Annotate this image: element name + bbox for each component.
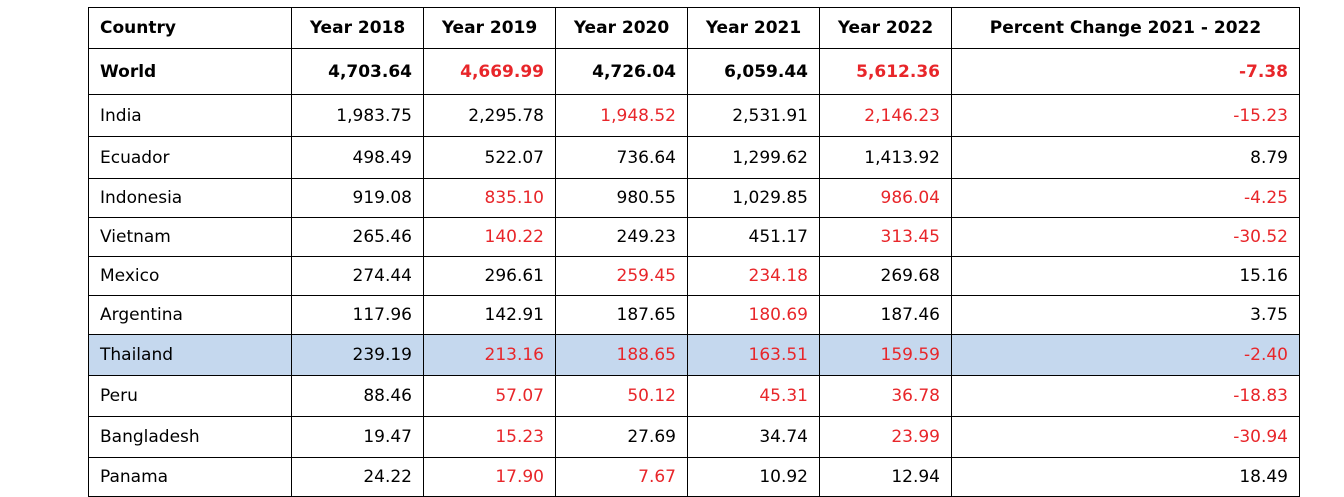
percent-change-cell: 15.16	[951, 256, 1300, 296]
value-cell: 50.12	[555, 375, 688, 417]
value-cell: 159.59	[819, 334, 952, 376]
country-cell: Ecuador	[88, 136, 292, 179]
value-cell: 117.96	[291, 295, 424, 335]
value-cell: 188.65	[555, 334, 688, 376]
country-cell: India	[88, 94, 292, 137]
percent-change-cell: 3.75	[951, 295, 1300, 335]
value-cell: 296.61	[423, 256, 556, 296]
value-cell: 6,059.44	[687, 48, 820, 95]
table-row-vietnam: Vietnam 265.46 140.22 249.23 451.17 313.…	[88, 217, 1300, 257]
country-cell: Thailand	[88, 334, 292, 376]
value-cell: 259.45	[555, 256, 688, 296]
value-cell: 736.64	[555, 136, 688, 179]
header-percent-change: Percent Change 2021 - 2022	[951, 7, 1300, 49]
value-cell: 180.69	[687, 295, 820, 335]
header-row: Country Year 2018 Year 2019 Year 2020 Ye…	[88, 7, 1300, 49]
table-row-world: World 4,703.64 4,669.99 4,726.04 6,059.4…	[88, 48, 1300, 95]
value-cell: 88.46	[291, 375, 424, 417]
export-data-table: Country Year 2018 Year 2019 Year 2020 Ye…	[88, 7, 1300, 497]
value-cell: 451.17	[687, 217, 820, 257]
value-cell: 1,299.62	[687, 136, 820, 179]
value-cell: 19.47	[291, 416, 424, 458]
value-cell: 1,983.75	[291, 94, 424, 137]
percent-change-cell: -7.38	[951, 48, 1300, 95]
value-cell: 265.46	[291, 217, 424, 257]
value-cell: 15.23	[423, 416, 556, 458]
value-cell: 23.99	[819, 416, 952, 458]
country-cell: Indonesia	[88, 178, 292, 218]
table-row-peru: Peru 88.46 57.07 50.12 45.31 36.78 -18.8…	[88, 375, 1300, 417]
table-row-india: India 1,983.75 2,295.78 1,948.52 2,531.9…	[88, 94, 1300, 137]
header-year-2020: Year 2020	[555, 7, 688, 49]
value-cell: 142.91	[423, 295, 556, 335]
table-row-argentina: Argentina 117.96 142.91 187.65 180.69 18…	[88, 295, 1300, 335]
country-cell: Panama	[88, 457, 292, 497]
table-row-thailand: Thailand 239.19 213.16 188.65 163.51 159…	[88, 334, 1300, 376]
percent-change-cell: 8.79	[951, 136, 1300, 179]
percent-change-cell: -30.52	[951, 217, 1300, 257]
country-cell: Mexico	[88, 256, 292, 296]
country-cell: Argentina	[88, 295, 292, 335]
percent-change-cell: 18.49	[951, 457, 1300, 497]
value-cell: 2,295.78	[423, 94, 556, 137]
value-cell: 274.44	[291, 256, 424, 296]
value-cell: 269.68	[819, 256, 952, 296]
value-cell: 4,703.64	[291, 48, 424, 95]
value-cell: 1,413.92	[819, 136, 952, 179]
percent-change-cell: -4.25	[951, 178, 1300, 218]
value-cell: 919.08	[291, 178, 424, 218]
value-cell: 45.31	[687, 375, 820, 417]
value-cell: 4,726.04	[555, 48, 688, 95]
value-cell: 140.22	[423, 217, 556, 257]
value-cell: 36.78	[819, 375, 952, 417]
value-cell: 313.45	[819, 217, 952, 257]
value-cell: 2,146.23	[819, 94, 952, 137]
value-cell: 1,948.52	[555, 94, 688, 137]
value-cell: 10.92	[687, 457, 820, 497]
value-cell: 986.04	[819, 178, 952, 218]
table-row-indonesia: Indonesia 919.08 835.10 980.55 1,029.85 …	[88, 178, 1300, 218]
value-cell: 163.51	[687, 334, 820, 376]
value-cell: 27.69	[555, 416, 688, 458]
value-cell: 12.94	[819, 457, 952, 497]
table-row-panama: Panama 24.22 17.90 7.67 10.92 12.94 18.4…	[88, 457, 1300, 497]
header-year-2019: Year 2019	[423, 7, 556, 49]
value-cell: 17.90	[423, 457, 556, 497]
header-year-2018: Year 2018	[291, 7, 424, 49]
value-cell: 34.74	[687, 416, 820, 458]
value-cell: 4,669.99	[423, 48, 556, 95]
value-cell: 249.23	[555, 217, 688, 257]
value-cell: 1,029.85	[687, 178, 820, 218]
value-cell: 239.19	[291, 334, 424, 376]
country-cell: Vietnam	[88, 217, 292, 257]
table-row-ecuador: Ecuador 498.49 522.07 736.64 1,299.62 1,…	[88, 136, 1300, 179]
table-row-bangladesh: Bangladesh 19.47 15.23 27.69 34.74 23.99…	[88, 416, 1300, 458]
value-cell: 24.22	[291, 457, 424, 497]
header-year-2022: Year 2022	[819, 7, 952, 49]
percent-change-cell: -30.94	[951, 416, 1300, 458]
value-cell: 522.07	[423, 136, 556, 179]
percent-change-cell: -18.83	[951, 375, 1300, 417]
value-cell: 57.07	[423, 375, 556, 417]
value-cell: 213.16	[423, 334, 556, 376]
percent-change-cell: -2.40	[951, 334, 1300, 376]
value-cell: 234.18	[687, 256, 820, 296]
header-country: Country	[88, 7, 292, 49]
country-cell: Bangladesh	[88, 416, 292, 458]
value-cell: 187.65	[555, 295, 688, 335]
value-cell: 980.55	[555, 178, 688, 218]
value-cell: 5,612.36	[819, 48, 952, 95]
country-cell: World	[88, 48, 292, 95]
table-row-mexico: Mexico 274.44 296.61 259.45 234.18 269.6…	[88, 256, 1300, 296]
value-cell: 187.46	[819, 295, 952, 335]
value-cell: 2,531.91	[687, 94, 820, 137]
country-cell: Peru	[88, 375, 292, 417]
value-cell: 498.49	[291, 136, 424, 179]
value-cell: 835.10	[423, 178, 556, 218]
percent-change-cell: -15.23	[951, 94, 1300, 137]
header-year-2021: Year 2021	[687, 7, 820, 49]
value-cell: 7.67	[555, 457, 688, 497]
